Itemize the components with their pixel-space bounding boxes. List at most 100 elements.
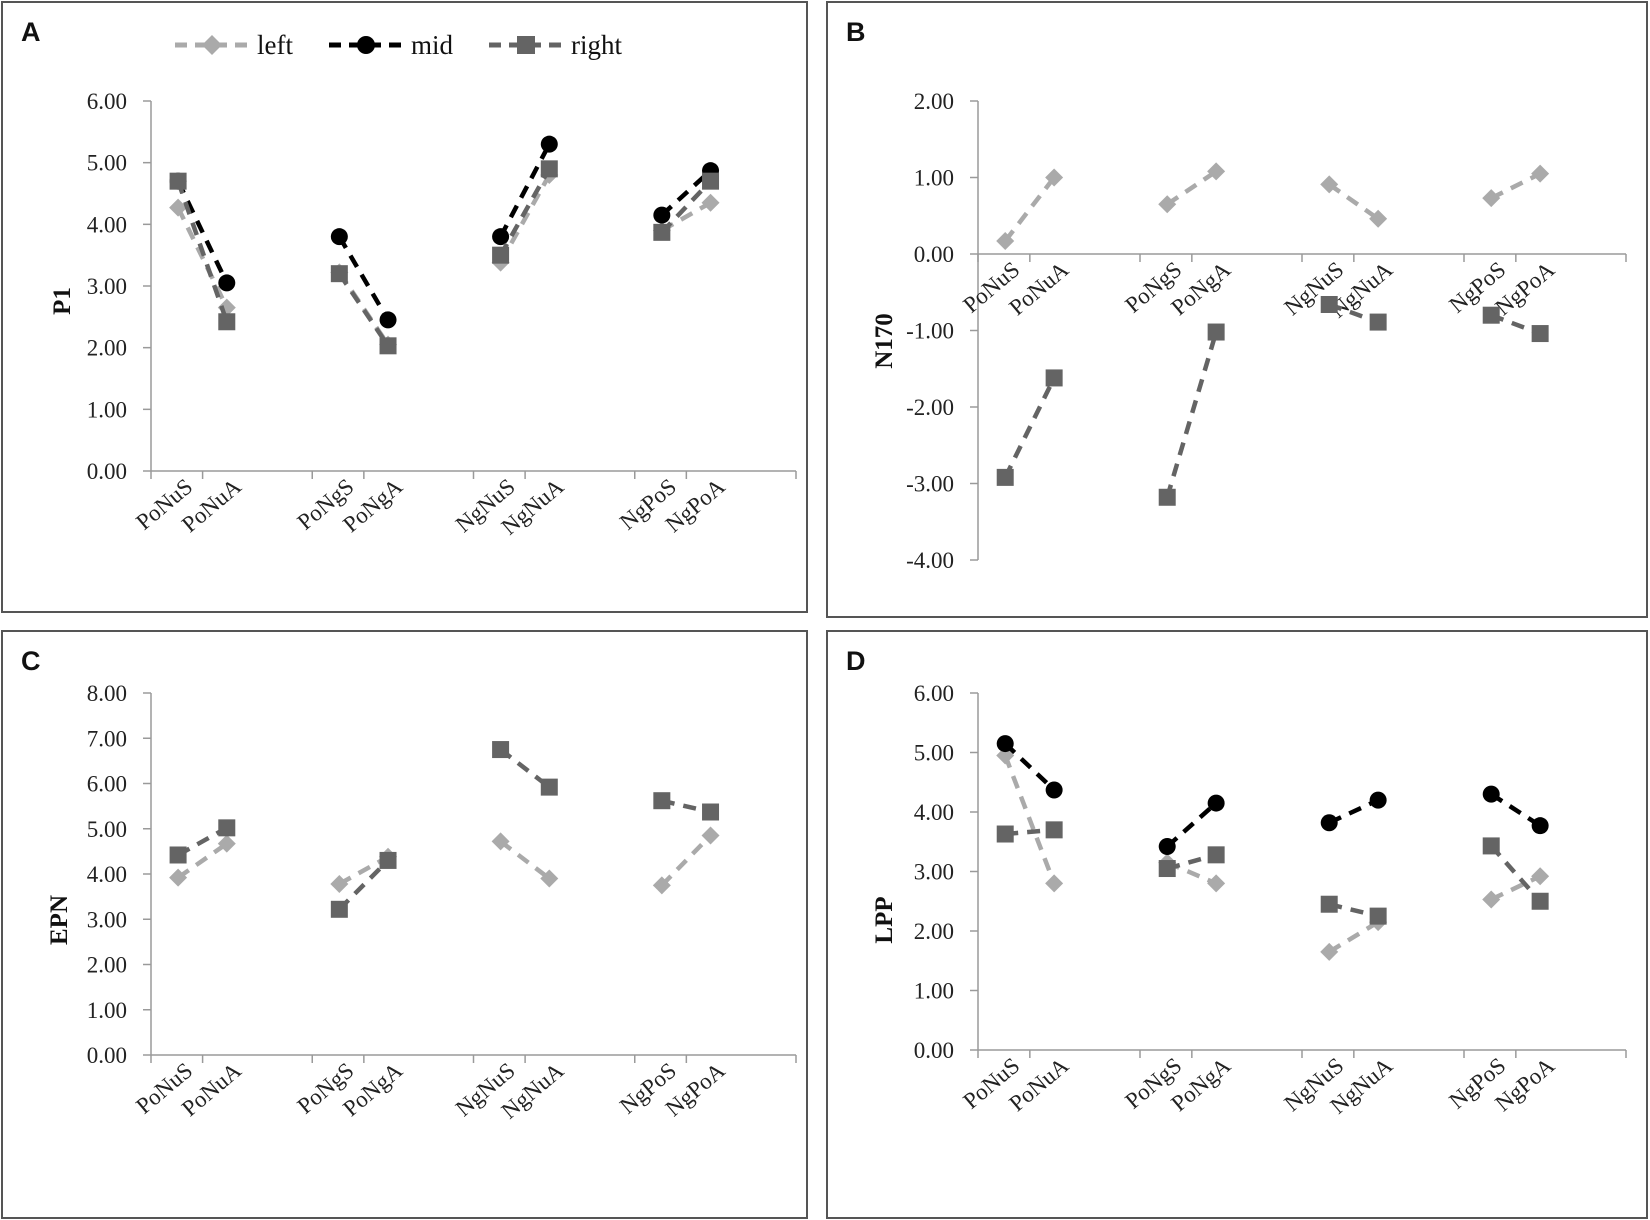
panel-letter: A (21, 17, 41, 47)
series-line-left (176, 206, 229, 309)
series-line-right (1165, 331, 1219, 498)
point-left-NgPoS (652, 876, 671, 895)
point-left-NgPoA (701, 826, 720, 845)
y-tick-label: 0.00 (87, 459, 127, 484)
point-right-PoNuS (996, 825, 1014, 843)
y-tick-label: 2.00 (87, 336, 127, 361)
series-line-right (498, 167, 552, 257)
point-right-PoNuA (1045, 369, 1063, 387)
point-right-PoNgA (379, 851, 397, 869)
panel-a: A left mid right P1 0.00 1.00 2.00 3.00 4.00… (1, 1, 808, 613)
y-tick-label: -1.00 (906, 319, 954, 344)
point-mid-NgPoS (653, 206, 671, 224)
point-mid-PoNgS (1158, 838, 1176, 856)
point-right-NgNuS (1320, 295, 1338, 313)
series-line-mid (337, 235, 390, 322)
series-line-left (498, 173, 552, 264)
panel-letter: C (21, 646, 41, 676)
y-tick-label: 3.00 (87, 907, 127, 932)
series-line-mid (1003, 741, 1056, 792)
point-mid-PoNuA (1045, 781, 1063, 799)
point-right-NgNuA (540, 778, 558, 796)
point-right-NgPoA (702, 172, 720, 190)
point-mid-PoNuA (218, 274, 236, 292)
point-mid-NgNuA (540, 135, 558, 153)
series-line-left (1003, 176, 1056, 243)
point-left-PoNuS (169, 198, 188, 217)
point-right-NgNuS (492, 741, 510, 759)
point-right-NgNuA (1369, 313, 1387, 331)
point-left-NgNuS (1320, 942, 1339, 961)
point-left-PoNuS (996, 746, 1015, 765)
point-right-NgPoA (1531, 892, 1549, 910)
point-mid-NgPoA (1531, 817, 1549, 835)
series-line-right (175, 180, 229, 323)
y-tick-label: 4.00 (87, 212, 127, 237)
point-right-PoNuS (169, 846, 187, 864)
point-left-NgNuS (1320, 175, 1339, 194)
point-left-PoNgA (1207, 874, 1226, 893)
point-right-PoNgS (1158, 488, 1176, 506)
point-left-PoNuS (996, 231, 1015, 250)
point-right-PoNgA (1207, 323, 1225, 341)
panel-b: B N170 -4.00 -3.00 -2.00 -1.00 0.00 1.00 2.00 P… (826, 1, 1648, 618)
y-tick-label: 5.00 (87, 151, 127, 176)
point-right-PoNuA (218, 819, 236, 837)
y-tick-label: -2.00 (906, 395, 954, 420)
series-line-mid (1489, 792, 1542, 828)
series-line-left (499, 839, 551, 881)
point-right-PoNgA (1207, 846, 1225, 864)
series-line-left (1165, 169, 1218, 207)
point-right-NgNuS (492, 246, 510, 264)
point-right-NgPoA (702, 803, 720, 821)
y-tick-label: 0.00 (87, 1043, 127, 1068)
legend-item-right: right (487, 30, 622, 61)
legend-swatch-mid (328, 36, 403, 54)
chart-n170: -4.00-3.00-2.00-1.000.001.002.00PoNuSPoN… (906, 89, 1627, 573)
y-tick-label: 3.00 (914, 860, 954, 885)
y-tick-label: -4.00 (906, 548, 954, 573)
legend-label-mid: mid (410, 29, 453, 60)
y-tick-label: 6.00 (914, 681, 954, 706)
y-tick-label: 0.00 (914, 242, 954, 267)
y-tick-label: 2.00 (914, 89, 954, 114)
point-mid-NgPoS (1482, 785, 1500, 803)
legend: left mid right (173, 23, 656, 67)
point-left-NgPoA (1531, 164, 1550, 183)
point-right-PoNgS (330, 265, 348, 283)
y-tick-label: 1.00 (87, 998, 127, 1023)
point-left-PoNuA (1045, 168, 1064, 187)
panel-letter: B (846, 17, 866, 47)
point-mid-PoNgA (379, 311, 397, 329)
panel-c: C EPN 0.00 1.00 2.00 3.00 4.00 5.00 6.00 7.00 8.… (1, 630, 808, 1219)
y-tick-label: 5.00 (914, 741, 954, 766)
series-line-left (1003, 754, 1057, 885)
point-left-PoNuA (1045, 874, 1064, 893)
point-right-NgPoS (653, 792, 671, 810)
y-tick-label: 1.00 (914, 979, 954, 1004)
point-mid-PoNgS (330, 228, 348, 246)
legend-item-left: left (173, 30, 293, 61)
point-right-NgPoS (1482, 306, 1500, 324)
point-right-PoNgS (1158, 860, 1176, 878)
y-tick-label: 0.00 (914, 1038, 954, 1063)
point-left-PoNgS (330, 874, 349, 893)
point-mid-PoNuS (996, 735, 1014, 753)
point-right-NgPoS (653, 223, 671, 241)
y-tick-label: 8.00 (87, 681, 127, 706)
panel-letter: D (846, 646, 866, 676)
series-line-right (1003, 376, 1057, 479)
y-tick-label: 1.00 (914, 166, 954, 191)
point-right-NgNuA (1369, 907, 1387, 925)
point-right-NgPoS (1482, 837, 1500, 855)
legend-label-right: right (571, 29, 622, 60)
point-left-NgPoS (1482, 189, 1501, 208)
point-right-PoNuS (169, 172, 187, 190)
point-right-PoNuS (996, 468, 1014, 486)
point-mid-NgNuA (1369, 791, 1387, 809)
point-left-NgNuS (491, 832, 510, 851)
series-line-left (176, 841, 229, 880)
y-tick-label: 2.00 (914, 919, 954, 944)
point-left-PoNgA (1207, 162, 1226, 181)
